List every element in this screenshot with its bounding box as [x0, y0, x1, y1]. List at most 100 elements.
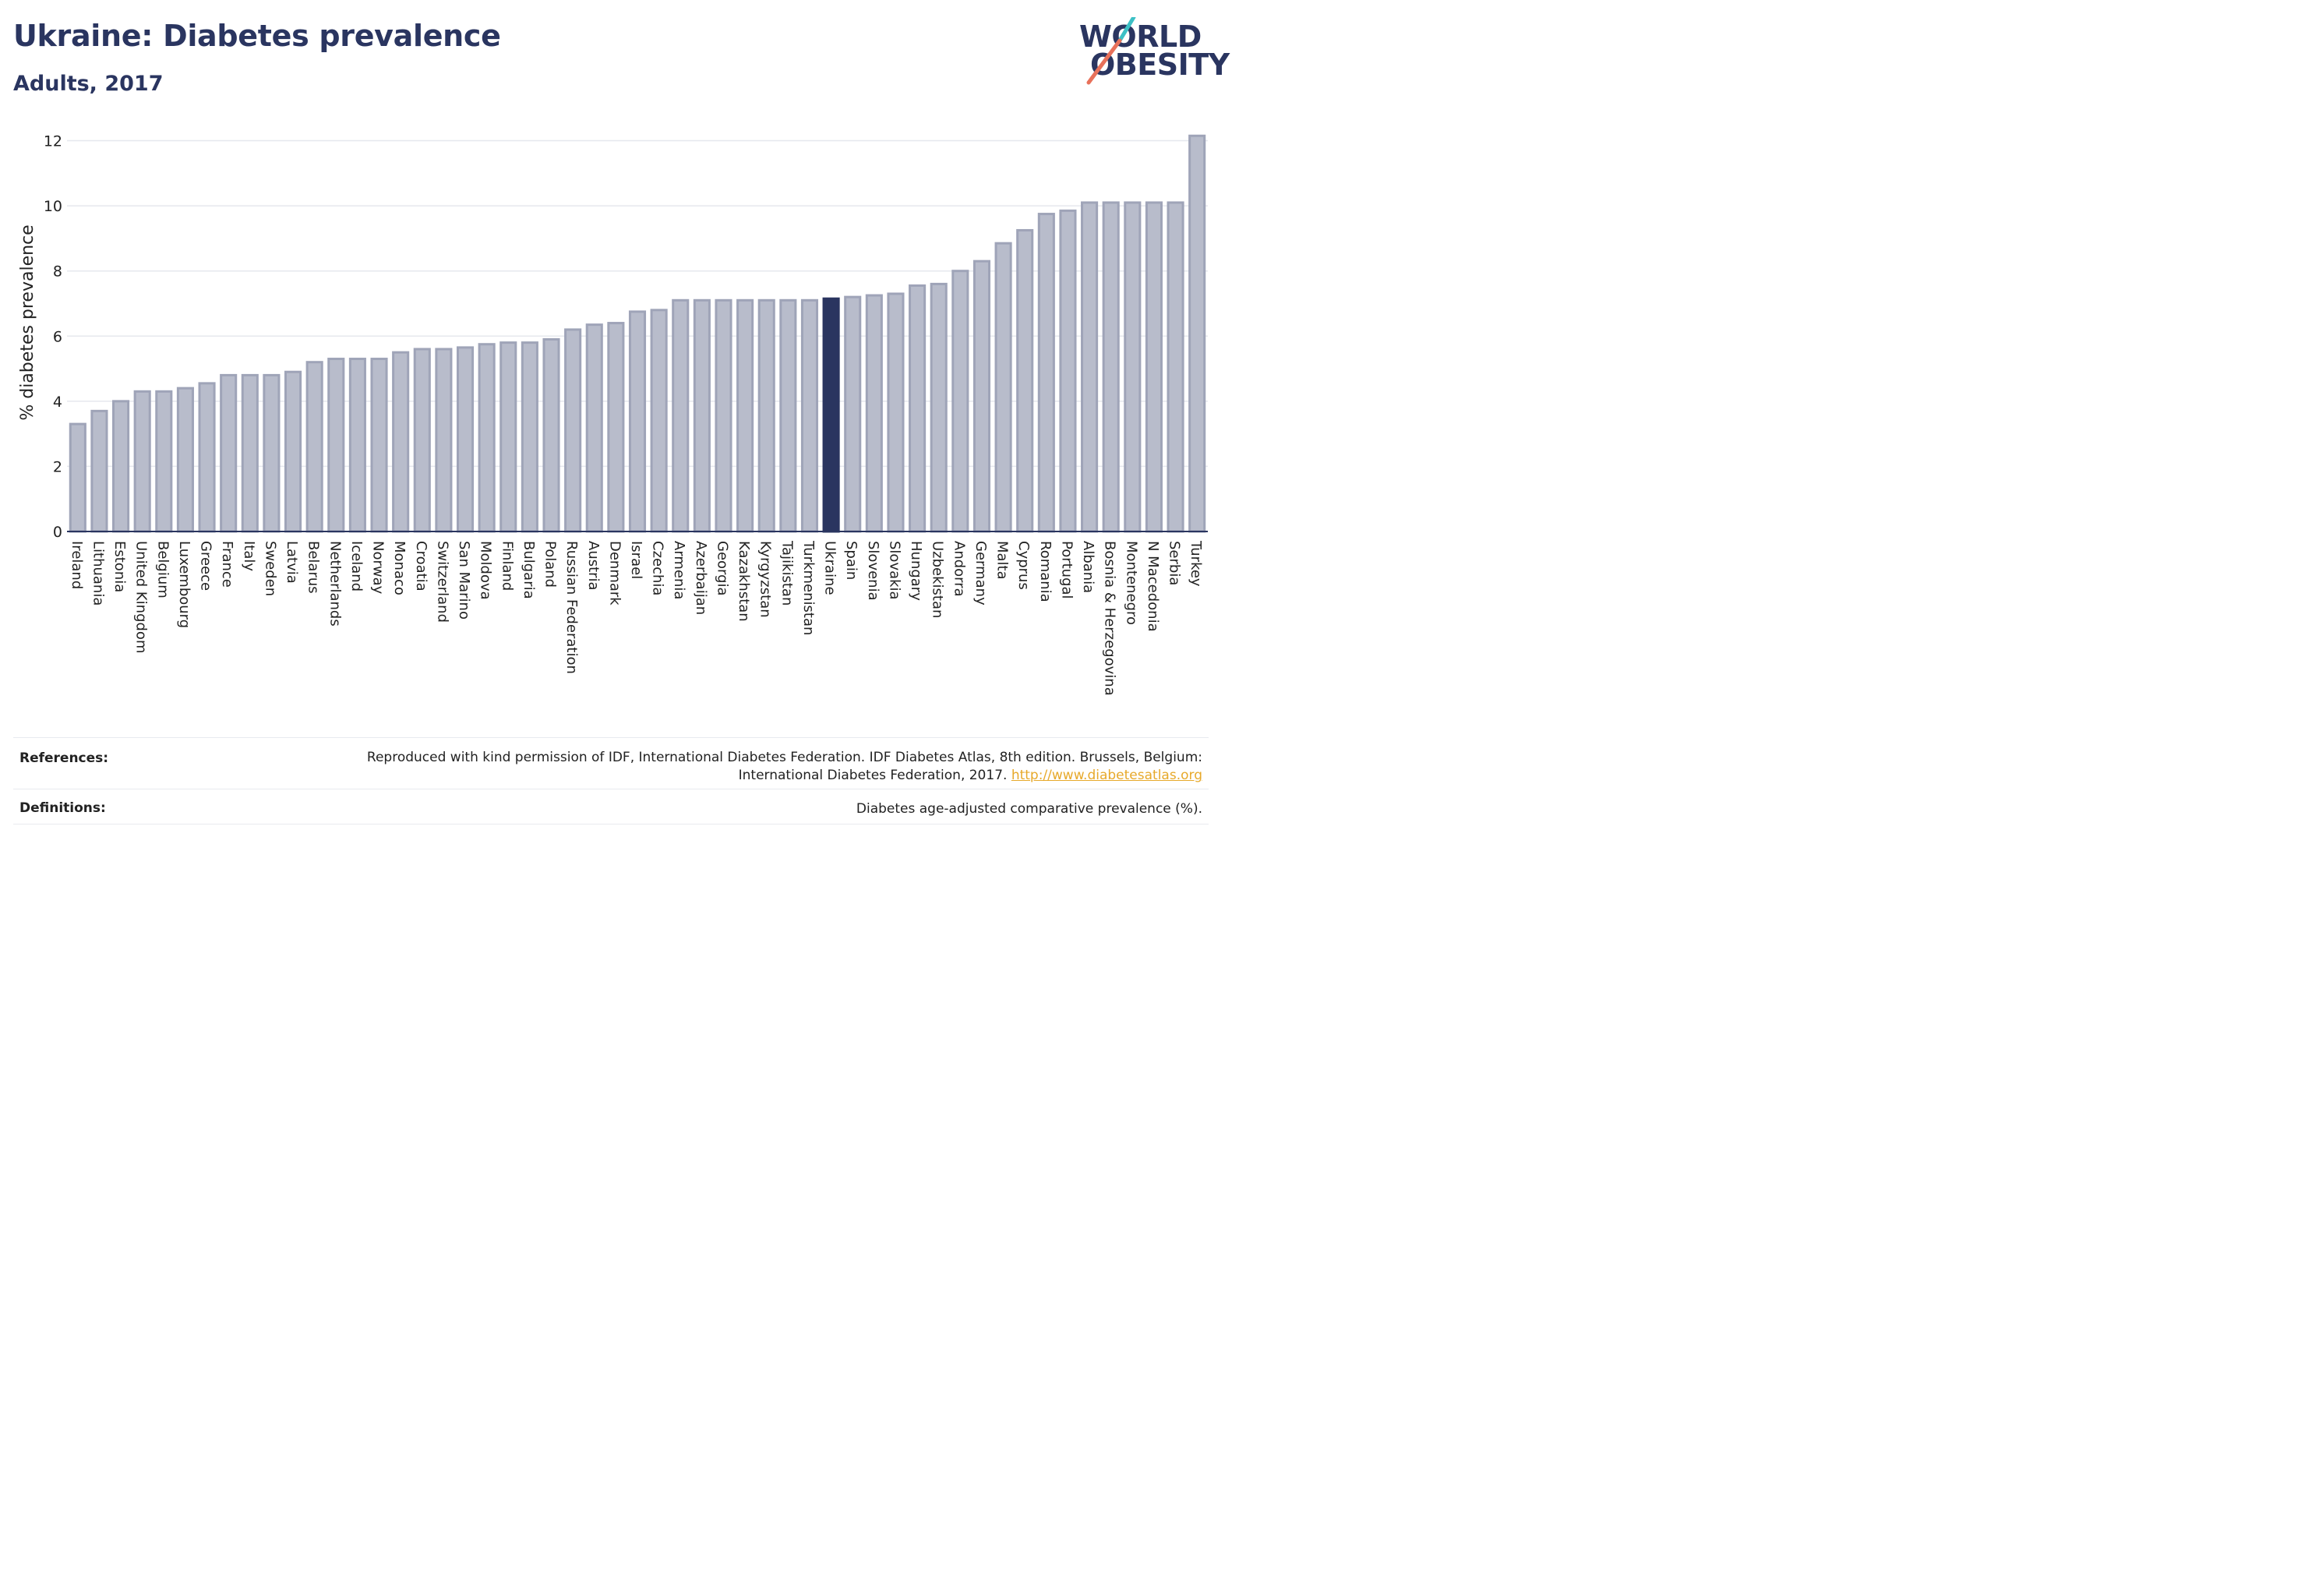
- x-tick-label: Greece: [198, 541, 214, 591]
- x-tick-label: Belarus: [305, 541, 322, 594]
- bar-n-macedonia: [1145, 201, 1163, 533]
- bar-portugal: [1059, 209, 1077, 533]
- bar-albania: [1081, 201, 1099, 533]
- x-tick-label: Switzerland: [434, 541, 450, 623]
- bar-azerbaijan: [693, 298, 711, 533]
- x-tick-label: Montenegro: [1123, 541, 1139, 625]
- x-tick-label: Slovakia: [886, 541, 902, 600]
- bar-luxembourg: [176, 387, 194, 533]
- references-row: References: Reproduced with kind permiss…: [13, 737, 1209, 789]
- x-tick-label: Italy: [241, 541, 257, 571]
- bar-romania: [1037, 213, 1055, 533]
- footer: References: Reproduced with kind permiss…: [13, 737, 1209, 824]
- bar-germany: [972, 260, 991, 533]
- bar-moldova: [478, 343, 496, 533]
- bar-armenia: [672, 298, 690, 533]
- x-tick-label: Uzbekistan: [930, 541, 946, 618]
- x-tick-label: France: [219, 541, 235, 588]
- page: Ukraine: Diabetes prevalence Adults, 201…: [0, 0, 1230, 846]
- bar-kazakhstan: [736, 298, 754, 533]
- x-tick-label: Poland: [542, 541, 559, 588]
- x-tick-label: Albania: [1080, 541, 1096, 593]
- x-tick-label: Iceland: [348, 541, 365, 591]
- y-axis-label: % diabetes prevalence: [18, 224, 37, 420]
- x-tick-label: Kazakhstan: [736, 541, 752, 622]
- bar-united-kingdom: [133, 390, 151, 533]
- bar-ukraine: [822, 297, 840, 533]
- x-tick-label: Luxembourg: [176, 541, 192, 628]
- x-tick-label: Belgium: [154, 541, 171, 598]
- definitions-row: Definitions: Diabetes age-adjusted compa…: [13, 789, 1209, 824]
- y-tick-label: 2: [53, 458, 62, 475]
- y-tick-label: 4: [53, 394, 62, 411]
- bar-chart: 0 2 4 6 8 10 12 Ireland Lithuania Estonia United K…: [18, 133, 1208, 696]
- x-tick-label: Norway: [370, 541, 387, 595]
- x-tick-label: United Kingdom: [133, 541, 150, 653]
- bar-hungary: [909, 284, 927, 533]
- x-tick-label: Portugal: [1058, 541, 1075, 599]
- x-tick-label: Armenia: [671, 541, 687, 599]
- bar-uzbekistan: [930, 282, 948, 533]
- references-text-line2: International Diabetes Federation, 2017.: [738, 768, 1008, 783]
- y-tick-label: 0: [53, 524, 62, 541]
- bar-bosnia-herzegovina: [1102, 201, 1120, 533]
- y-tick-label: 10: [44, 198, 62, 215]
- definitions-text: Diabetes age-adjusted comparative preval…: [856, 801, 1202, 817]
- y-tick-label: 12: [44, 133, 62, 150]
- logo-slash-icon: [1086, 17, 1136, 85]
- bar-tajikistan: [779, 298, 797, 533]
- page-title: Ukraine: Diabetes prevalence: [13, 19, 501, 53]
- x-tick-label: Andorra: [951, 541, 967, 597]
- x-tick-label: Azerbaijan: [693, 541, 709, 615]
- bar-netherlands: [327, 358, 345, 533]
- x-tick-label: Turkey: [1188, 540, 1204, 587]
- y-tick-label: 8: [53, 263, 62, 281]
- bar-italy: [241, 373, 259, 533]
- x-tick-label: Cyprus: [1015, 541, 1032, 590]
- bar-slovenia: [865, 294, 883, 533]
- y-tick-label: 6: [53, 328, 62, 345]
- x-tick-label: Lithuania: [90, 541, 106, 606]
- x-tick-label: Austria: [585, 541, 602, 591]
- references-text-line1: Reproduced with kind permission of IDF, …: [366, 750, 1202, 765]
- bar-serbia: [1167, 201, 1184, 533]
- bar-israel: [628, 310, 647, 533]
- bar-switzerland: [435, 348, 453, 533]
- bar-spain: [844, 295, 862, 533]
- logo-text-line1: WORLD: [1079, 19, 1202, 54]
- x-tick-label: Ireland: [69, 541, 85, 589]
- x-tick-label: N Macedonia: [1145, 541, 1161, 632]
- bar-norway: [370, 358, 388, 533]
- bar-iceland: [348, 358, 366, 533]
- x-tick-label: Romania: [1037, 541, 1054, 602]
- bar-poland: [542, 337, 560, 533]
- references-link[interactable]: http://www.diabetesatlas.org: [1011, 768, 1202, 783]
- bar-ireland: [69, 422, 86, 533]
- bar-monaco: [392, 351, 410, 533]
- x-tick-label: Estonia: [111, 541, 128, 592]
- bar-france: [220, 373, 238, 533]
- logo-text-line2: OBESITY: [1090, 48, 1230, 82]
- bar-belgium: [155, 390, 173, 533]
- bar-croatia: [413, 348, 431, 533]
- x-tick-label: Croatia: [413, 541, 429, 591]
- references-text: Reproduced with kind permission of IDF, …: [367, 749, 1202, 785]
- bar-bulgaria: [521, 341, 538, 533]
- references-label: References:: [19, 750, 109, 766]
- x-tick-label: Bulgaria: [521, 541, 537, 599]
- x-tick-label: Serbia: [1167, 541, 1183, 585]
- bar-lithuania: [90, 409, 108, 533]
- x-tick-label: Sweden: [262, 541, 278, 596]
- bar-san-marino: [456, 346, 475, 533]
- x-tick-label: Slovenia: [865, 541, 881, 601]
- bar-czechia: [650, 309, 668, 533]
- bar-estonia: [112, 400, 130, 533]
- page-subtitle: Adults, 2017: [13, 72, 164, 96]
- x-tick-label: Monaco: [391, 541, 408, 595]
- x-tick-label: Czechia: [650, 541, 666, 595]
- bar-latvia: [284, 370, 302, 533]
- x-tick-label: Kyrgyzstan: [757, 541, 774, 618]
- bar-sweden: [263, 373, 281, 533]
- x-tick-label: Ukraine: [822, 541, 838, 595]
- x-tick-label: Germany: [972, 541, 989, 606]
